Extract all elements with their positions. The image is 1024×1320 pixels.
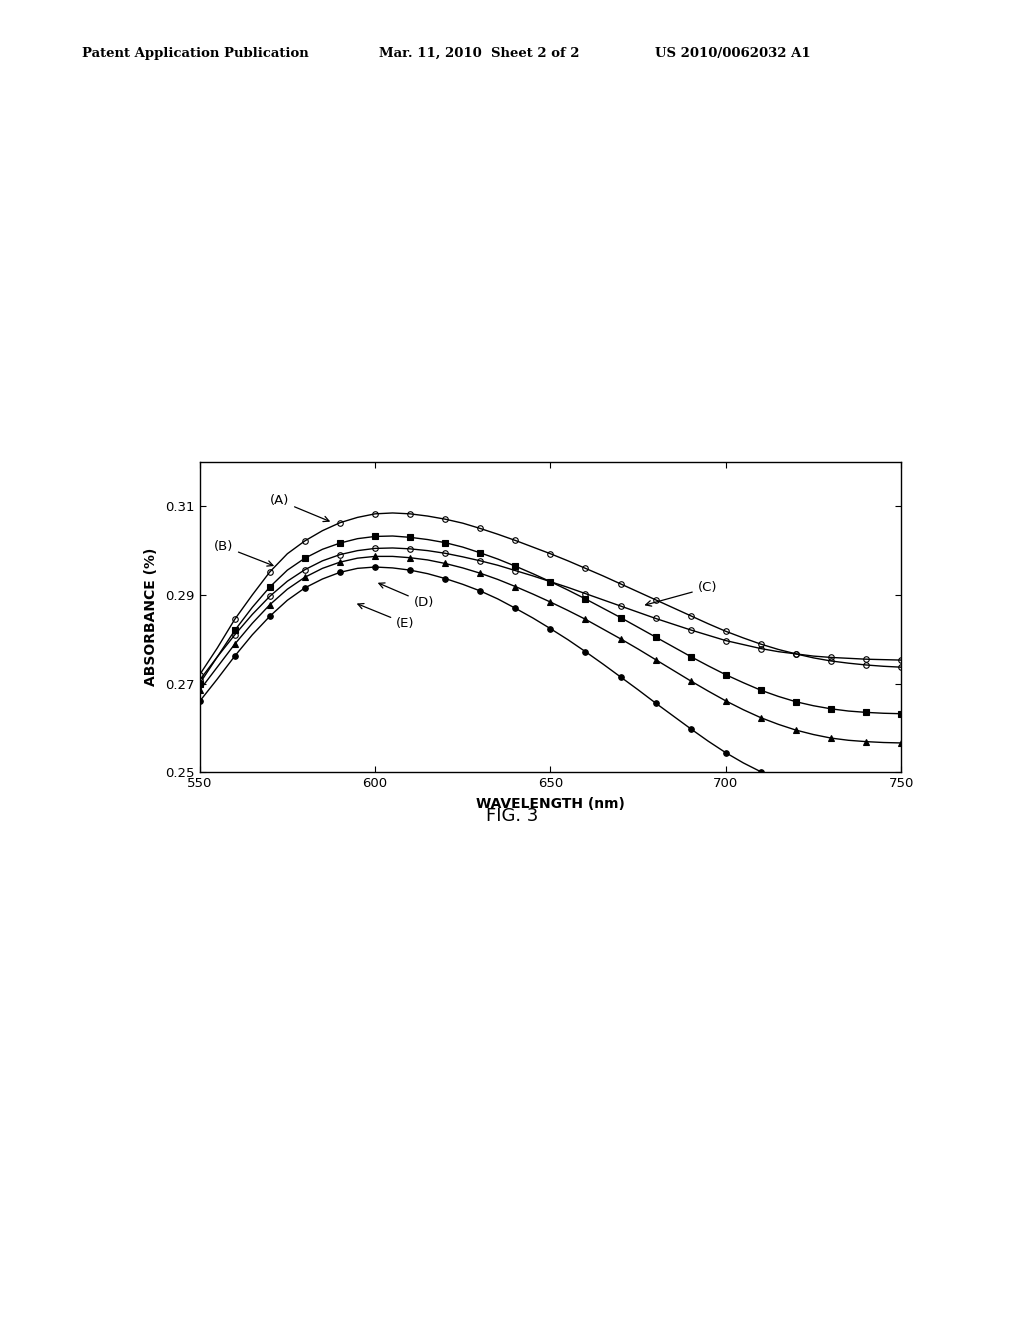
Text: (E): (E) [357,603,415,630]
Text: (D): (D) [379,583,434,609]
Text: FIG. 3: FIG. 3 [485,807,539,825]
Text: US 2010/0062032 A1: US 2010/0062032 A1 [655,46,811,59]
Text: (C): (C) [645,581,717,606]
X-axis label: WAVELENGTH (nm): WAVELENGTH (nm) [476,797,625,810]
Text: (A): (A) [270,494,329,521]
Y-axis label: ABSORBANCE (%): ABSORBANCE (%) [144,548,159,686]
Text: (B): (B) [214,540,273,566]
Text: Patent Application Publication: Patent Application Publication [82,46,308,59]
Text: Mar. 11, 2010  Sheet 2 of 2: Mar. 11, 2010 Sheet 2 of 2 [379,46,580,59]
